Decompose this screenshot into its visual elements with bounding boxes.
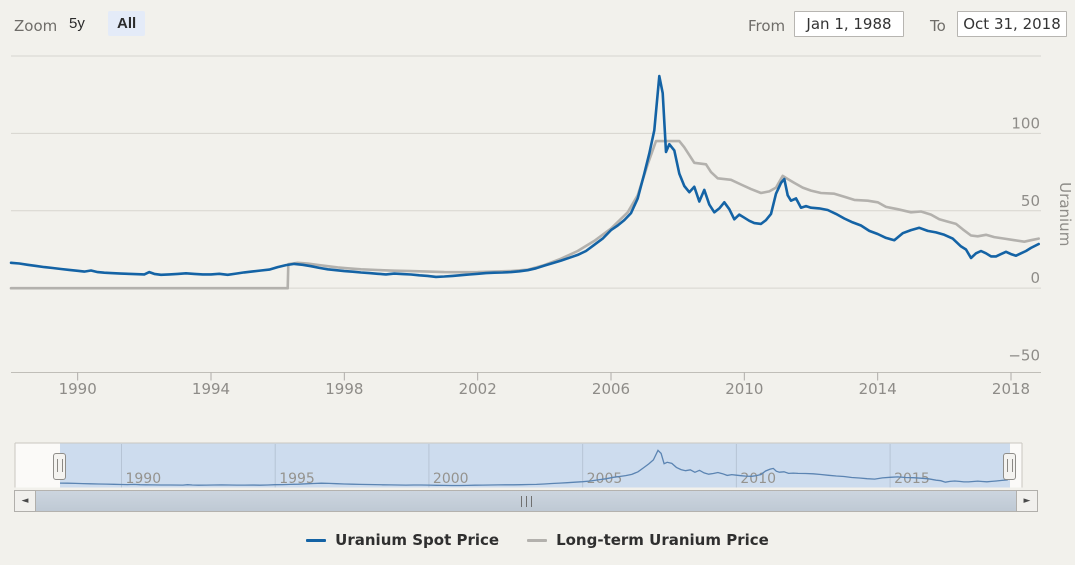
range-button-all[interactable]: All bbox=[108, 11, 146, 36]
spot-price-line-swatch bbox=[306, 538, 327, 542]
navigator-left-handle[interactable] bbox=[53, 453, 66, 480]
series-line-long-term-uranium-price bbox=[9, 139, 1040, 290]
svg-text:1990: 1990 bbox=[125, 471, 161, 487]
svg-text:50: 50 bbox=[1021, 192, 1040, 210]
from-date-input[interactable] bbox=[794, 11, 904, 37]
svg-text:2002: 2002 bbox=[459, 380, 497, 398]
svg-text:Uranium: Uranium bbox=[1056, 182, 1074, 246]
legend: Uranium Spot Price Long-term Uranium Pri… bbox=[0, 531, 1075, 549]
svg-text:2010: 2010 bbox=[725, 380, 763, 398]
svg-text:2018: 2018 bbox=[992, 380, 1030, 398]
scrollbar-left-arrow-icon[interactable]: ◄ bbox=[14, 490, 36, 512]
svg-text:2014: 2014 bbox=[859, 380, 897, 398]
legend-label: Uranium Spot Price bbox=[335, 531, 500, 549]
series-line-uranium-spot-price bbox=[9, 74, 1040, 279]
y-axis: 100 50 0 −50 Uranium bbox=[1008, 114, 1074, 364]
scrollbar-right-arrow-icon[interactable]: ► bbox=[1016, 490, 1038, 512]
svg-text:2006: 2006 bbox=[592, 380, 630, 398]
scrollbar-grip-icon[interactable] bbox=[520, 495, 532, 507]
svg-text:1995: 1995 bbox=[279, 471, 315, 487]
navigator-right-handle[interactable] bbox=[1003, 453, 1016, 480]
scrollbar-track[interactable] bbox=[36, 490, 1016, 512]
svg-text:0: 0 bbox=[1030, 269, 1040, 287]
legend-label: Long-term Uranium Price bbox=[556, 531, 769, 549]
svg-text:2010: 2010 bbox=[740, 471, 776, 487]
svg-text:2000: 2000 bbox=[433, 471, 469, 487]
legend-item-spot-price[interactable]: Uranium Spot Price bbox=[306, 531, 499, 549]
svg-text:100: 100 bbox=[1011, 114, 1040, 132]
legend-item-longterm-price[interactable]: Long-term Uranium Price bbox=[527, 531, 769, 549]
navigator[interactable]: 1990 1995 2000 2005 2010 2015 bbox=[14, 442, 1023, 488]
longterm-price-line-swatch bbox=[527, 538, 548, 542]
from-label: From bbox=[748, 17, 786, 35]
navigator-series-line bbox=[59, 449, 1008, 487]
x-axis: 1990 1994 1998 2002 2006 2010 2014 2018 bbox=[11, 372, 1041, 398]
svg-text:2015: 2015 bbox=[894, 471, 930, 487]
gridlines bbox=[11, 55, 1041, 289]
handle-grip-icon bbox=[56, 459, 63, 472]
to-date-input[interactable] bbox=[957, 11, 1067, 37]
navigator-scrollbar: ◄ ► bbox=[14, 490, 1038, 512]
handle-grip-icon bbox=[1006, 459, 1013, 472]
to-label: To bbox=[930, 17, 946, 35]
range-button-5y[interactable]: 5y bbox=[60, 11, 94, 36]
zoom-label: Zoom bbox=[14, 17, 58, 35]
svg-text:−50: −50 bbox=[1008, 347, 1040, 365]
svg-text:1998: 1998 bbox=[325, 380, 363, 398]
svg-text:1990: 1990 bbox=[59, 380, 97, 398]
svg-text:1994: 1994 bbox=[192, 380, 230, 398]
